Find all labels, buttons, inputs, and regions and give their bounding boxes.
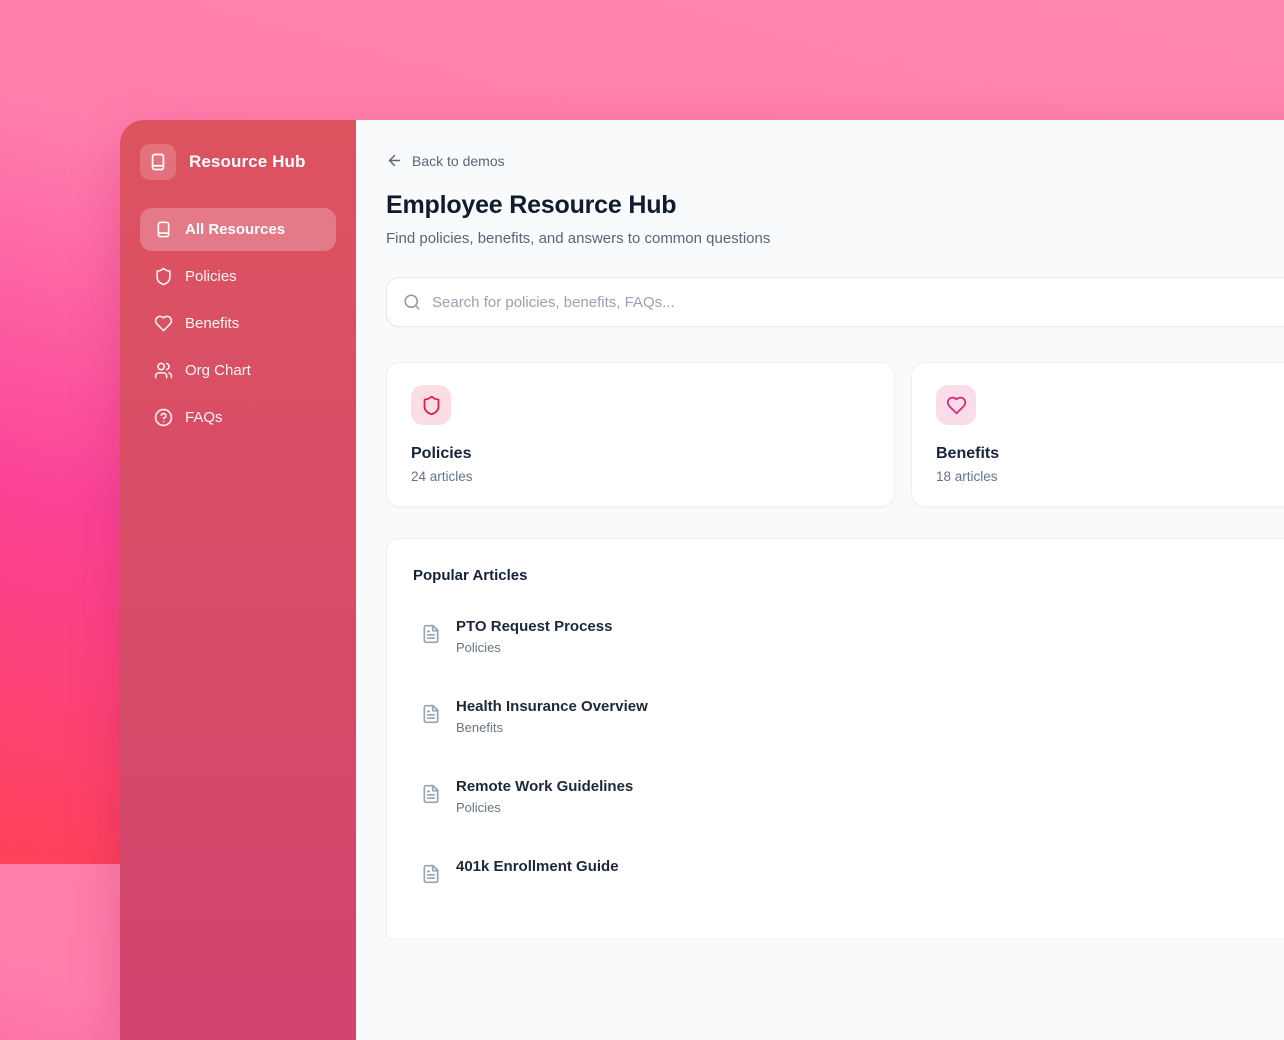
page-subtitle: Find policies, benefits, and answers to …: [386, 230, 771, 247]
popular-articles-list: PTO Request Process Policies Health Insu…: [413, 618, 1284, 884]
search-bar: [386, 277, 1284, 327]
article-title: Remote Work Guidelines: [456, 778, 634, 795]
back-link-label: Back to demos: [412, 152, 505, 169]
article-row[interactable]: Health Insurance Overview Benefits: [413, 698, 1284, 735]
article-title: PTO Request Process: [456, 618, 613, 635]
shield-icon: [411, 385, 451, 425]
file-text-icon: [421, 864, 441, 884]
sidebar-item-label: Org Chart: [185, 362, 251, 379]
file-text-icon: [421, 784, 441, 804]
category-title: Benefits: [936, 445, 1000, 462]
page-title: Employee Resource Hub: [386, 191, 677, 219]
popular-articles-card: Popular Articles PTO Request Process Pol…: [386, 538, 1284, 938]
category-article-count: 18 articles: [936, 469, 998, 484]
search-icon: [403, 293, 421, 311]
sidebar-item[interactable]: Org Chart: [140, 349, 336, 392]
main-content: Back to demos Employee Resource Hub Find…: [356, 120, 1284, 1040]
file-text-icon: [421, 704, 441, 724]
category-title: Policies: [411, 445, 472, 462]
sidebar-item[interactable]: FAQs: [140, 396, 336, 439]
category-article-count: 24 articles: [411, 469, 473, 484]
article-category: Policies: [456, 800, 501, 815]
category-card[interactable]: Policies 24 articles: [386, 362, 895, 507]
sidebar-item-label: FAQs: [185, 409, 223, 426]
sidebar-item-label: Policies: [185, 268, 237, 285]
app-logo: Resource Hub: [140, 144, 336, 180]
book-icon: [154, 220, 173, 239]
shield-icon: [154, 267, 173, 286]
popular-articles-heading: Popular Articles: [413, 567, 528, 584]
sidebar: Resource Hub All Resources Policies Bene…: [120, 120, 356, 1040]
app-title: Resource Hub: [189, 152, 306, 171]
logo-box: [140, 144, 176, 180]
sidebar-nav: All Resources Policies Benefits Org Char…: [140, 208, 336, 439]
help-circle-icon: [154, 408, 173, 427]
search-input[interactable]: [432, 293, 1284, 311]
app-window: Resource Hub All Resources Policies Bene…: [120, 120, 1284, 1040]
file-text-icon: [421, 624, 441, 644]
sidebar-item[interactable]: Policies: [140, 255, 336, 298]
category-card[interactable]: Benefits 18 articles: [911, 362, 1284, 507]
arrow-left-icon: [386, 152, 403, 169]
sidebar-item-label: All Resources: [185, 221, 286, 238]
heart-icon: [936, 385, 976, 425]
article-row[interactable]: Remote Work Guidelines Policies: [413, 778, 1284, 815]
category-grid: Policies 24 articles Benefits 18 article…: [386, 362, 1284, 507]
article-row[interactable]: PTO Request Process Policies: [413, 618, 1284, 655]
sidebar-item[interactable]: Benefits: [140, 302, 336, 345]
heart-icon: [154, 314, 173, 333]
book-icon: [148, 152, 168, 172]
article-row[interactable]: 401k Enrollment Guide: [413, 858, 1284, 884]
article-title: 401k Enrollment Guide: [456, 858, 619, 875]
users-icon: [154, 361, 173, 380]
sidebar-item[interactable]: All Resources: [140, 208, 336, 251]
back-to-demos-link[interactable]: Back to demos: [386, 152, 505, 169]
article-category: Benefits: [456, 720, 503, 735]
sidebar-item-label: Benefits: [185, 315, 240, 332]
article-category: Policies: [456, 640, 501, 655]
article-title: Health Insurance Overview: [456, 698, 648, 715]
